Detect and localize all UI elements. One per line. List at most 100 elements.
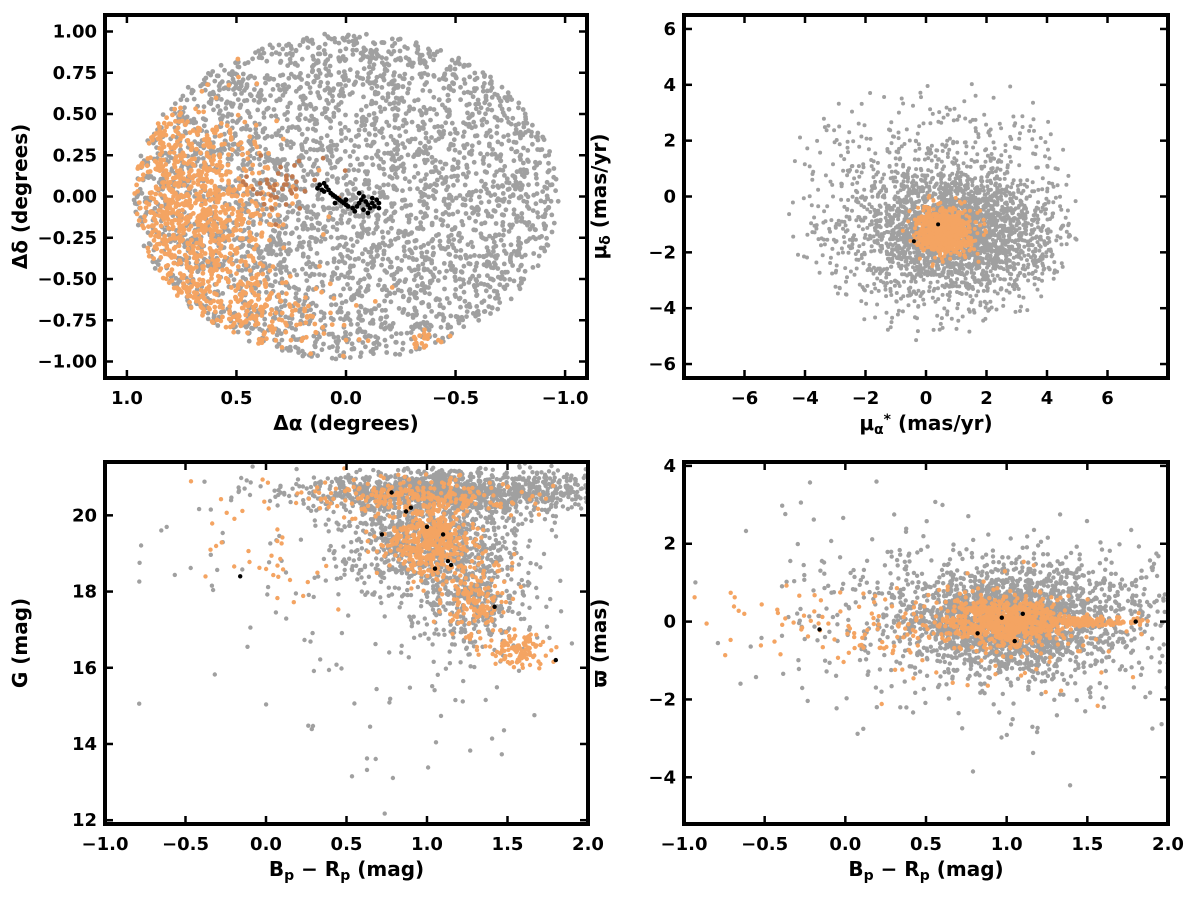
field-point (288, 320, 294, 326)
field-point (431, 73, 437, 78)
field-point (520, 132, 526, 138)
field-point (374, 47, 379, 53)
members-point (259, 230, 265, 236)
field-point (506, 138, 512, 144)
members-point (167, 150, 173, 156)
field-point (284, 117, 290, 123)
field-point (366, 186, 372, 191)
field-point (305, 45, 311, 50)
core-point (321, 189, 327, 194)
field-point (333, 302, 339, 307)
members_dark-point (244, 174, 249, 180)
members-point (295, 303, 301, 308)
field-point (522, 252, 528, 258)
field-point (370, 321, 376, 326)
field-point (355, 70, 360, 75)
field-point (342, 149, 348, 154)
field-point (511, 278, 517, 284)
field-point (422, 144, 427, 150)
field-point (535, 210, 540, 216)
members-point (219, 164, 225, 169)
field-point (544, 179, 550, 185)
field-point (542, 199, 548, 205)
members-point (254, 81, 260, 87)
members-point (156, 208, 162, 213)
field-point (442, 275, 448, 281)
field-point (360, 251, 365, 257)
members-point (185, 119, 190, 125)
members-point (226, 82, 232, 88)
field-point (277, 96, 282, 102)
field-point (347, 211, 353, 217)
field-point (235, 329, 241, 335)
members-point (249, 198, 255, 204)
field-point (485, 273, 490, 278)
members_dark-point (257, 180, 263, 186)
members-point (172, 217, 178, 223)
field-point (839, 246, 844, 251)
field-point (446, 251, 452, 257)
field-point (440, 102, 445, 108)
field-point (448, 232, 454, 238)
field-point (433, 138, 438, 143)
field-point (431, 107, 437, 112)
members-point (178, 143, 183, 148)
field-point (413, 245, 418, 251)
field-point (405, 90, 410, 96)
members-point (164, 124, 169, 130)
members_dark-point (284, 177, 289, 183)
field-point (458, 269, 464, 274)
field-point (368, 310, 374, 316)
field-point (448, 194, 454, 200)
field-point (290, 230, 295, 236)
field-point (262, 316, 268, 322)
field-point (489, 79, 494, 84)
field-point (440, 222, 445, 228)
field-point (305, 73, 311, 79)
field-point (305, 226, 310, 232)
field-point (487, 102, 492, 107)
field-point (365, 283, 371, 289)
field-point (437, 238, 443, 244)
field-point (487, 128, 493, 133)
field-point (438, 324, 444, 330)
field-point (400, 340, 406, 346)
field-point (324, 97, 330, 103)
field-point (415, 44, 421, 49)
members-point (166, 225, 172, 231)
members-point (268, 197, 273, 203)
field-point (265, 133, 270, 139)
field-point (331, 256, 337, 262)
field-point (511, 207, 517, 213)
field-point (357, 162, 363, 167)
field-point (364, 31, 369, 37)
field-point (462, 298, 468, 304)
members-point (200, 227, 205, 233)
field-point (451, 88, 456, 94)
members-point (321, 331, 327, 336)
members-point (276, 292, 281, 298)
field-point (464, 309, 470, 314)
field-point (475, 207, 481, 213)
members-point (177, 112, 183, 118)
field-point (379, 229, 385, 235)
members-point (278, 298, 284, 304)
members-point (245, 330, 250, 336)
members_dark-point (289, 190, 295, 196)
field-point (362, 329, 368, 335)
field-point (389, 36, 395, 42)
field-point (308, 146, 313, 152)
field-point (205, 310, 211, 316)
field-point (330, 217, 336, 222)
field-point (343, 135, 349, 141)
field-point (260, 127, 266, 133)
field-point (367, 64, 372, 70)
members-point (419, 341, 425, 346)
field-point (382, 150, 387, 156)
field-point (398, 229, 403, 235)
field-point (494, 198, 500, 203)
field-point (278, 251, 284, 257)
field-point (474, 75, 480, 81)
field-point (358, 285, 363, 290)
field-point (338, 88, 344, 94)
